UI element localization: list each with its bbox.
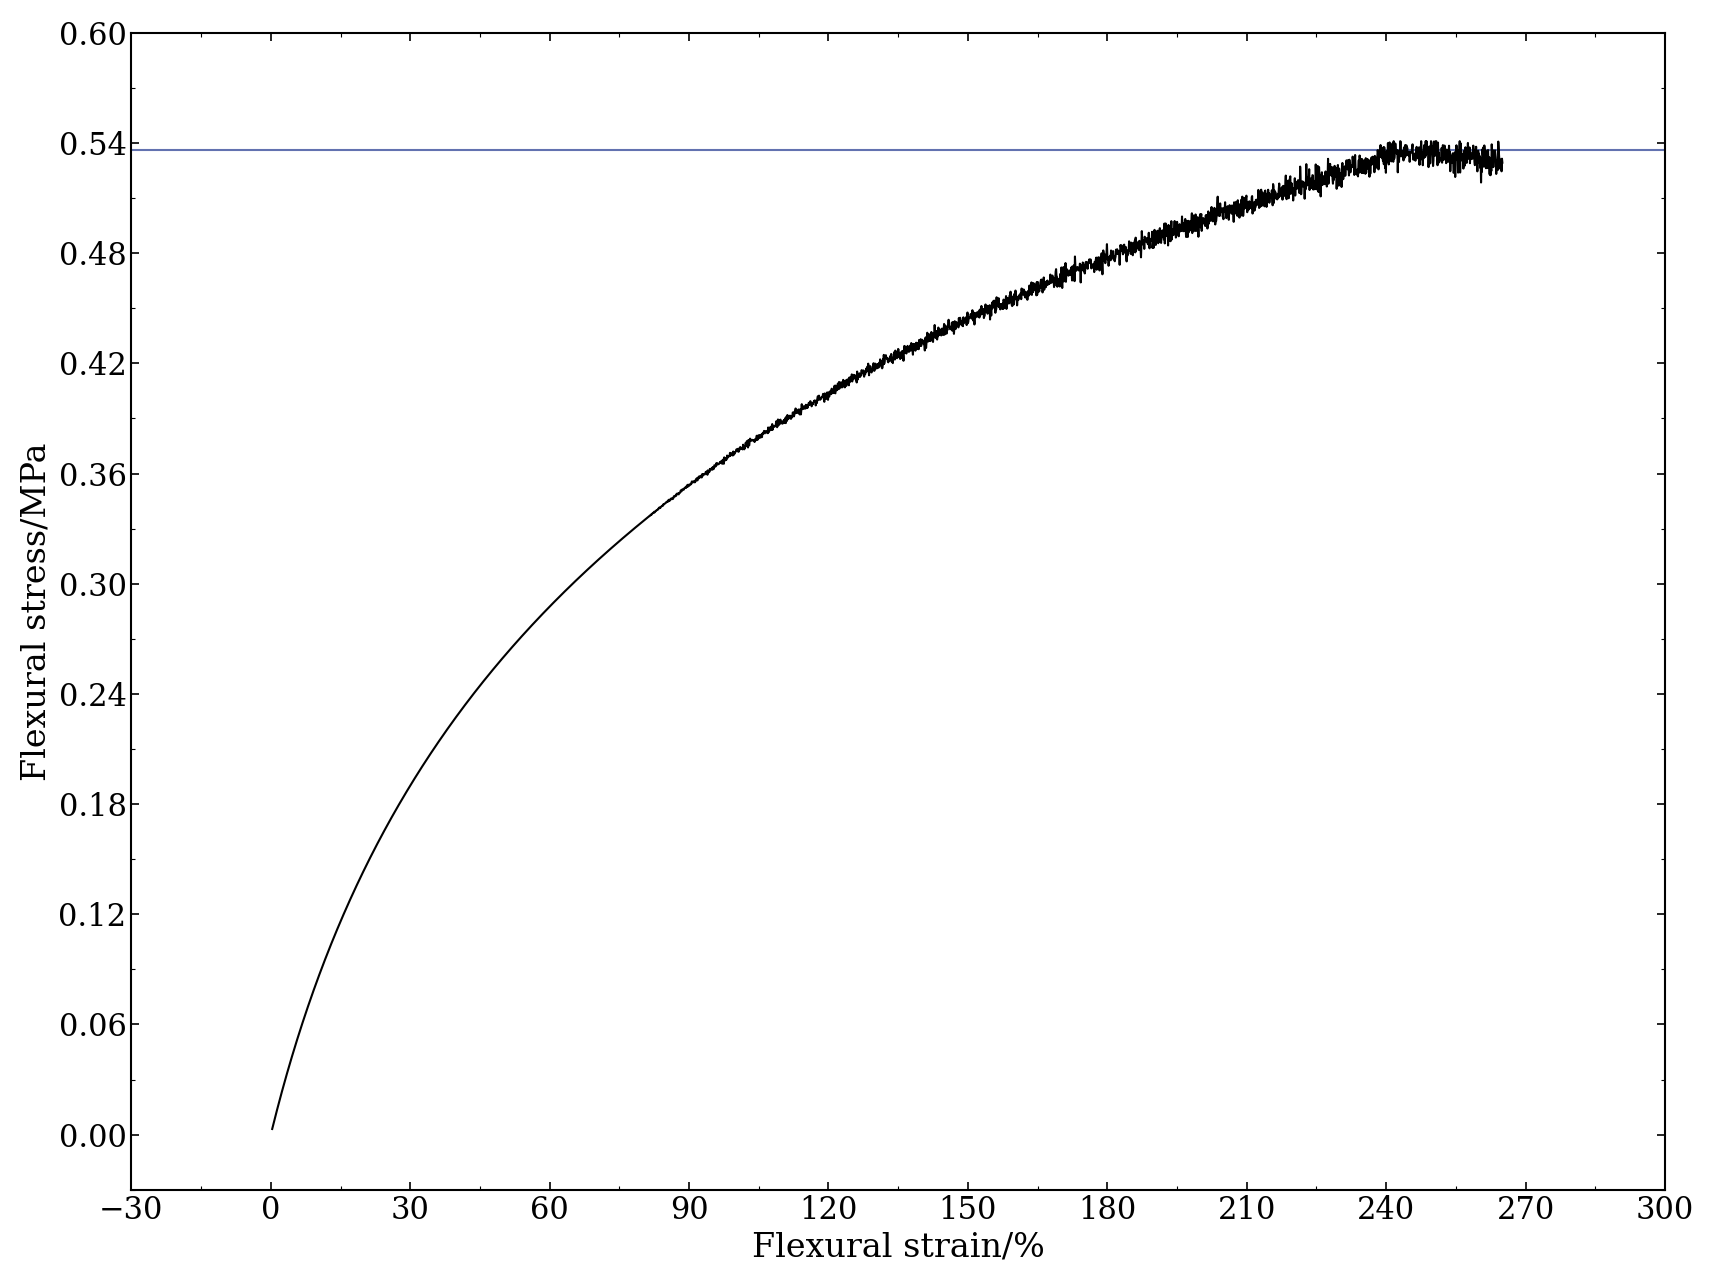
X-axis label: Flexural strain/%: Flexural strain/% bbox=[751, 1231, 1044, 1263]
Y-axis label: Flexural stress/MPa: Flexural stress/MPa bbox=[21, 442, 53, 781]
